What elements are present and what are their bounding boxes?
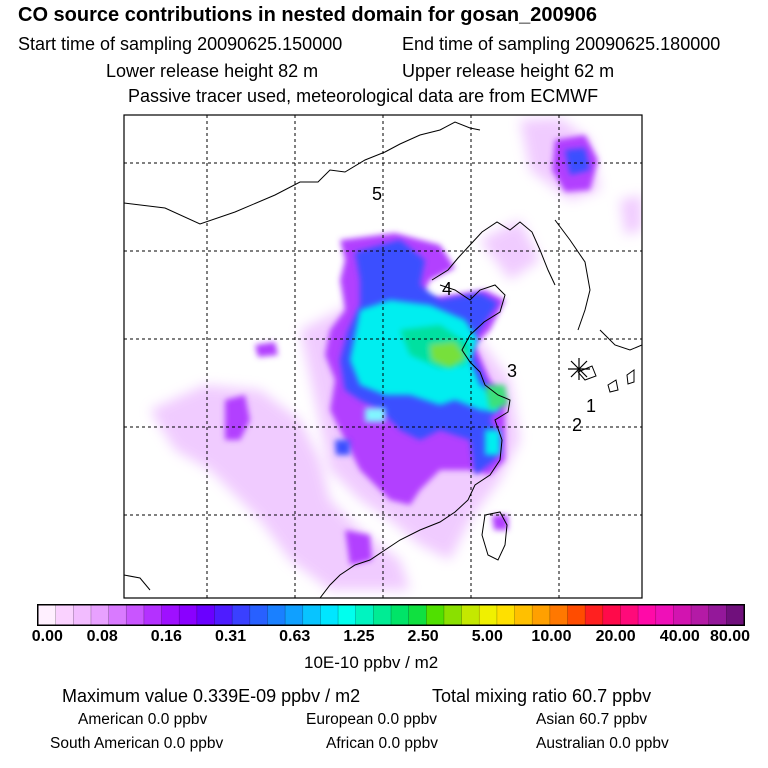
color-scale-cell: [179, 605, 198, 625]
african-contribution: African 0.0 ppbv: [326, 735, 439, 752]
lower-height-label: Lower release height 82 m: [106, 61, 319, 81]
color-scale-tick-label: 20.00: [595, 628, 636, 645]
marker-4: 4: [442, 279, 452, 299]
total-mixing-ratio-label: Total mixing ratio 60.7 ppbv: [432, 686, 652, 706]
color-scale-cell: [585, 605, 604, 625]
australian-contribution: Australian 0.0 ppbv: [536, 735, 669, 752]
color-scale-cell: [638, 605, 657, 625]
color-scale-cell: [532, 605, 551, 625]
color-scale-tick-label: 10.00: [531, 628, 572, 645]
american-contribution: American 0.0 ppbv: [78, 711, 208, 728]
start-time-label: Start time of sampling 20090625.150000: [18, 34, 343, 54]
color-scale-cell: [249, 605, 269, 625]
color-scale-cell: [73, 605, 92, 625]
map-frame: [123, 114, 643, 599]
color-scale-cell: [426, 605, 445, 625]
color-scale-bar: [37, 604, 745, 626]
data-source-note: Passive tracer used, meteorological data…: [128, 86, 599, 106]
color-scale-cell: [408, 605, 427, 625]
color-scale-cell: [443, 605, 463, 625]
color-scale-tick-label: 0.16: [150, 628, 182, 645]
color-scale-cell: [620, 605, 639, 625]
maximum-value-label: Maximum value 0.339E-09 ppbv / m2: [62, 686, 361, 706]
color-scale-cell: [673, 605, 692, 625]
marker-5: 5: [372, 184, 382, 204]
color-scale-tick-label: 1.25: [343, 628, 375, 645]
color-scale-cell: [214, 605, 233, 625]
color-scale-cell: [90, 605, 110, 625]
color-scale-cell: [726, 605, 745, 625]
color-scale-tick-label: 0.00: [31, 628, 63, 645]
color-scale-cell: [655, 605, 674, 625]
asterisk-icon: [568, 358, 590, 380]
color-scale-cell: [549, 605, 569, 625]
color-scale-cell: [267, 605, 286, 625]
south-american-contribution: South American 0.0 ppbv: [50, 735, 224, 752]
color-scale-tick-label: 0.63: [279, 628, 311, 645]
color-scale-cell: [391, 605, 410, 625]
european-contribution: European 0.0 ppbv: [306, 711, 437, 728]
color-scale-cell: [38, 605, 57, 625]
asian-contribution: Asian 60.7 ppbv: [536, 711, 648, 728]
color-scale-tick-label: 2.50: [407, 628, 439, 645]
plume-field: [150, 118, 642, 590]
color-scale-cell: [373, 605, 392, 625]
color-scale-cell: [143, 605, 163, 625]
color-scale-cell: [461, 605, 480, 625]
marker-2: 2: [572, 415, 582, 435]
color-scale-tick-label: 0.08: [86, 628, 118, 645]
coastlines: [124, 121, 642, 598]
color-scale-tick-label: 40.00: [659, 628, 700, 645]
color-scale-unit: 10E-10 ppbv / m2: [304, 653, 439, 672]
lat-lon-grid: [124, 115, 642, 598]
color-scale-cell: [108, 605, 127, 625]
page-title: CO source contributions in nested domain…: [18, 4, 598, 26]
color-scale-tick-label: 0.31: [214, 628, 247, 645]
color-scale-cell: [691, 605, 710, 625]
color-scale-cell: [55, 605, 74, 625]
color-scale-cell: [302, 605, 321, 625]
upper-height-label: Upper release height 62 m: [402, 61, 615, 81]
color-scale-tick-label: 5.00: [471, 628, 503, 645]
color-scale-cell: [355, 605, 374, 625]
color-scale-cell: [514, 605, 533, 625]
color-scale-cell: [602, 605, 622, 625]
color-scale-cell: [708, 605, 727, 625]
color-scale-cell: [479, 605, 498, 625]
color-scale-cell: [161, 605, 180, 625]
color-scale-cell: [232, 605, 251, 625]
marker-3: 3: [507, 361, 517, 381]
color-scale-cell: [126, 605, 145, 625]
marker-1: 1: [586, 396, 596, 416]
end-time-label: End time of sampling 20090625.180000: [402, 34, 721, 54]
color-scale-cell: [567, 605, 586, 625]
color-scale-tick-label: 80.00: [709, 628, 751, 645]
color-scale-cell: [496, 605, 516, 625]
color-scale-cell: [285, 605, 304, 625]
concentration-map: 1 2 3 4 5: [123, 114, 643, 599]
color-scale-cell: [196, 605, 216, 625]
color-scale-cell: [320, 605, 339, 625]
color-scale-cell: [338, 605, 357, 625]
